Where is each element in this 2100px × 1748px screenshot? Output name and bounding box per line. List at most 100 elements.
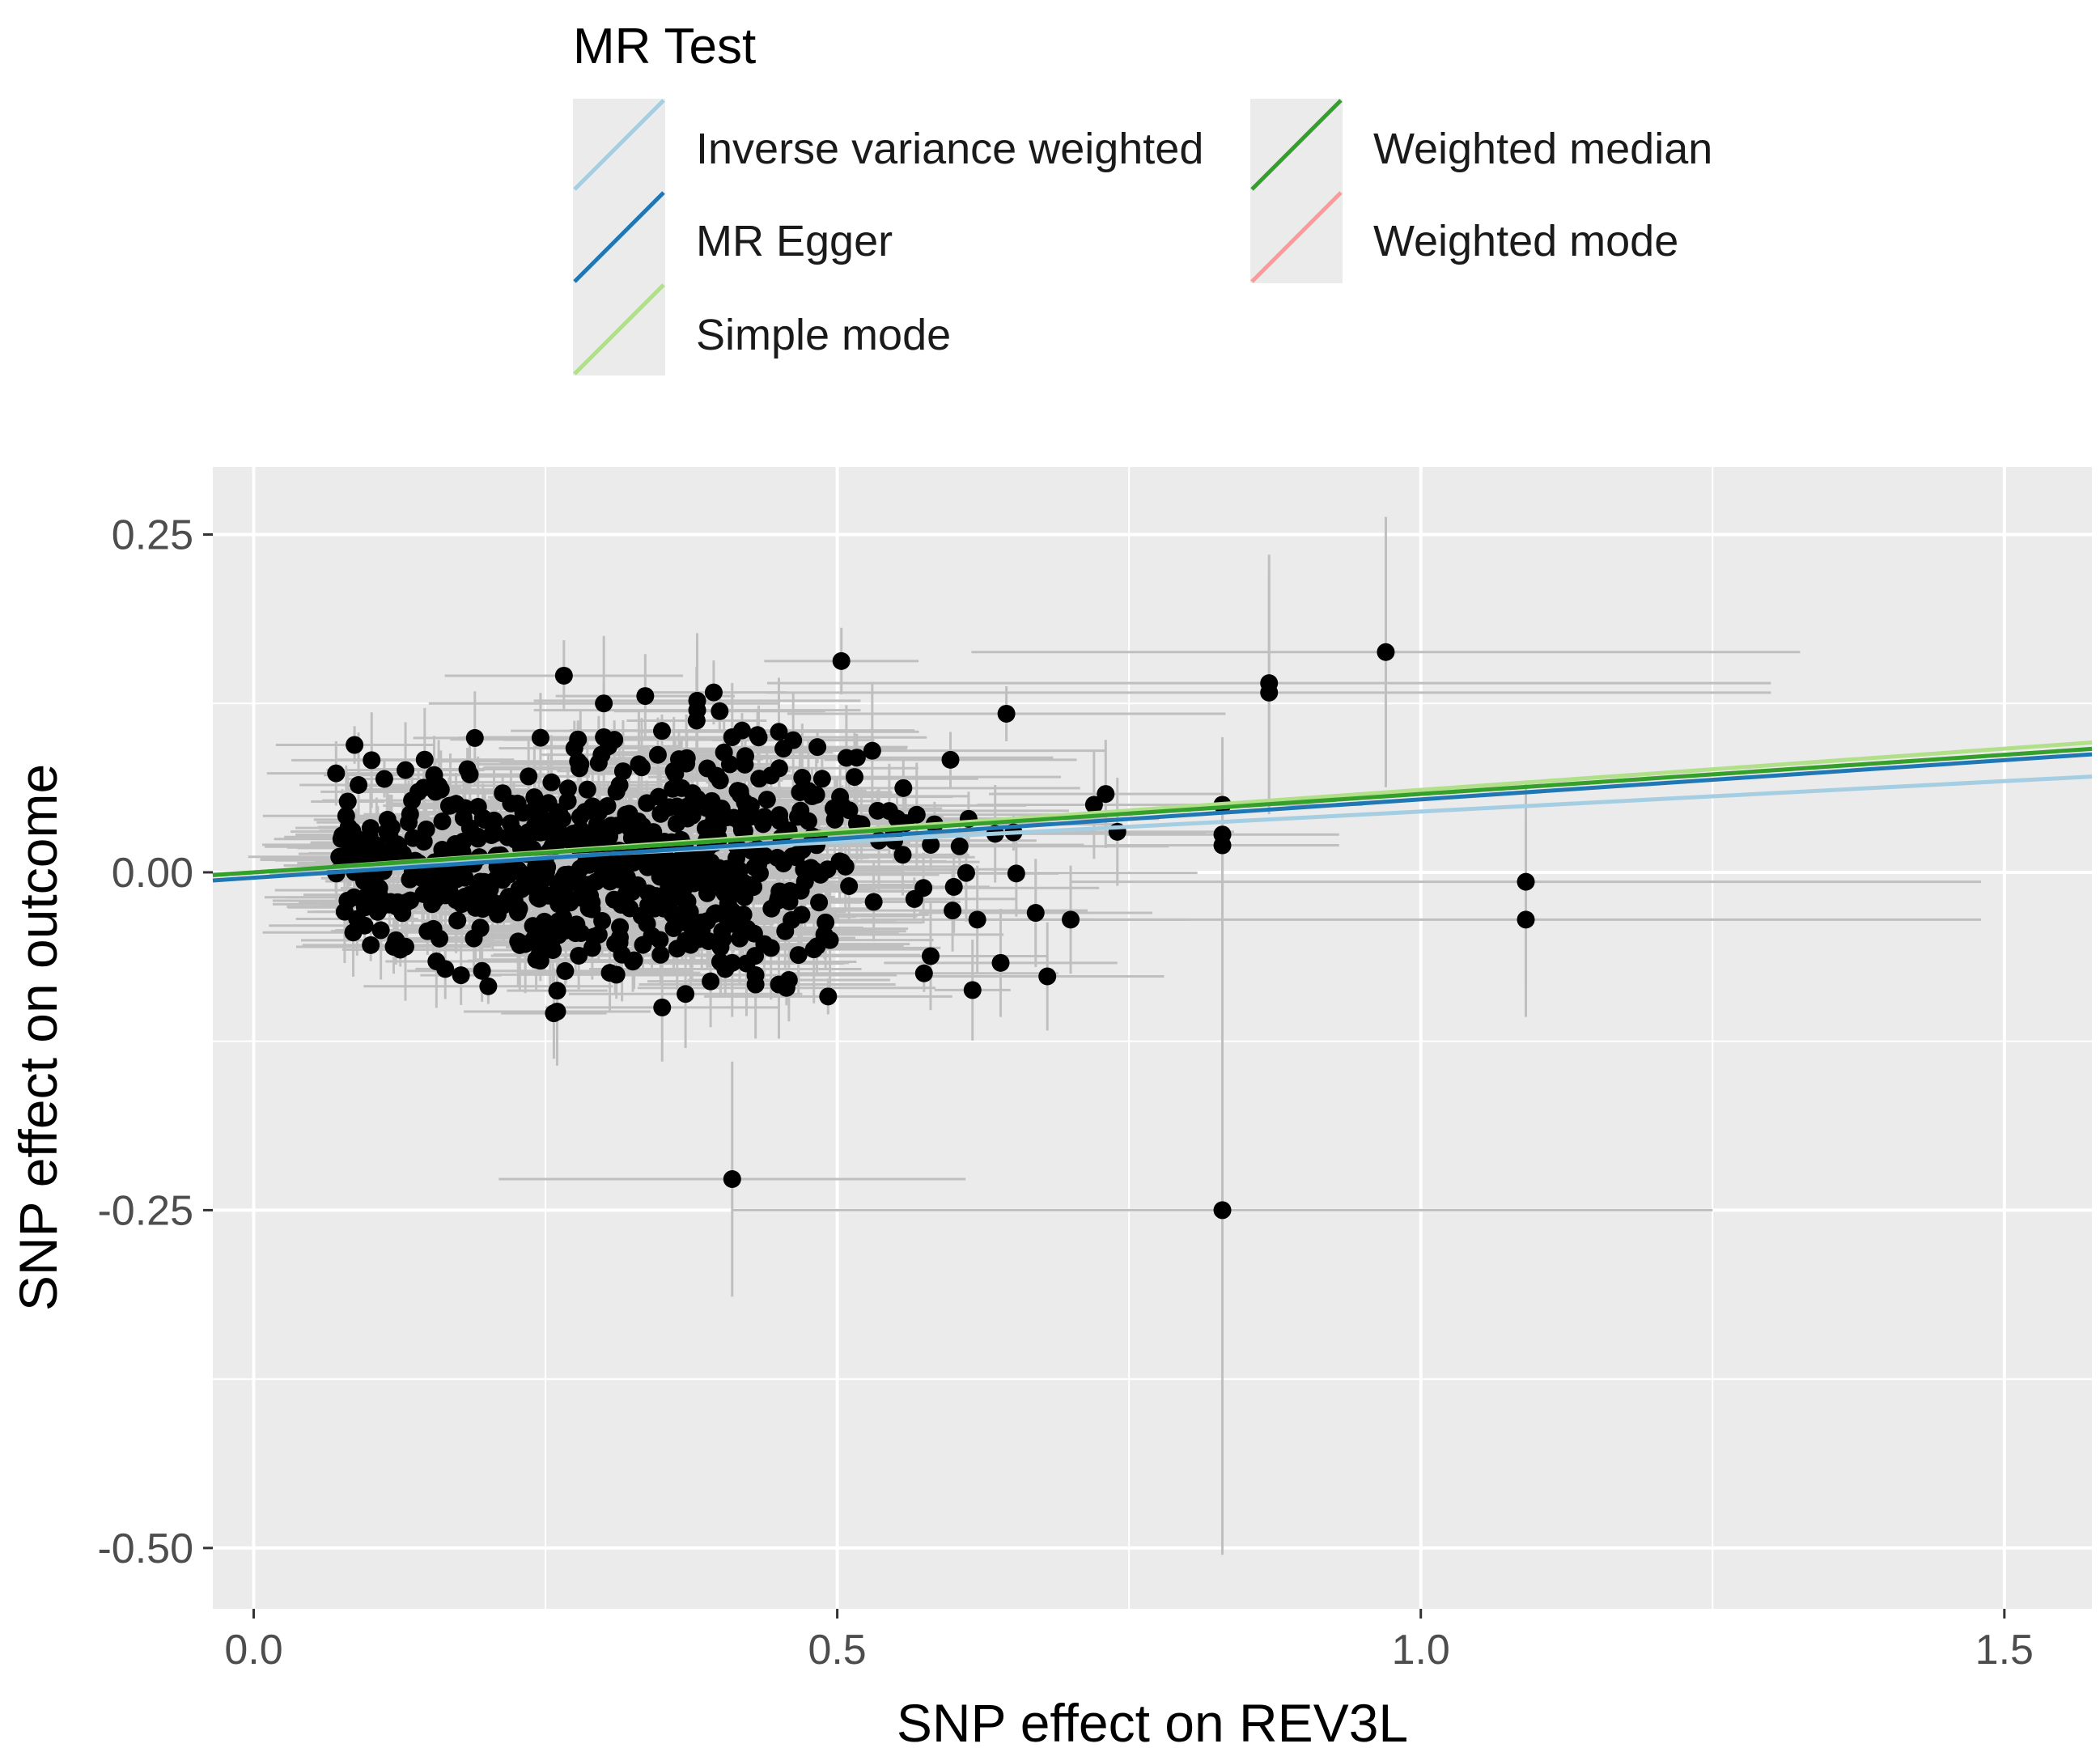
snp-point [639, 896, 658, 914]
snp-point [564, 824, 583, 842]
snp-point [520, 876, 539, 895]
legend-entry-weighted-mode: Weighted mode [1250, 191, 1678, 283]
snp-point [770, 723, 788, 741]
snp-point [1084, 796, 1103, 814]
legend-label-simple-mode: Simple mode [696, 311, 951, 359]
legend-key-weighted-median [1250, 99, 1343, 191]
snp-point [780, 893, 799, 911]
snp-point [1007, 864, 1025, 883]
snp-point [397, 761, 415, 779]
snp-point [720, 755, 739, 774]
snp-point [556, 961, 575, 980]
snp-point [417, 820, 435, 838]
snp-point [1213, 836, 1232, 855]
snp-point [733, 919, 752, 937]
snp-point [486, 824, 504, 842]
snp-point [683, 784, 702, 803]
snp-point [698, 884, 716, 902]
snp-point [415, 750, 434, 769]
snp-point [634, 936, 652, 954]
snp-point [347, 848, 366, 867]
snp-point [991, 953, 1010, 972]
snp-point [452, 966, 470, 985]
snp-point [652, 722, 671, 740]
snp-point [804, 940, 823, 959]
snp-point [746, 975, 765, 994]
snp-point [610, 933, 629, 952]
snp-point [907, 805, 926, 824]
snp-point [436, 960, 455, 978]
snp-point [715, 884, 734, 902]
snp-point [571, 808, 589, 826]
snp-point [469, 876, 488, 895]
legend-title: MR Test [573, 19, 756, 74]
snp-point [688, 701, 706, 719]
snp-point [731, 783, 749, 801]
snp-point [718, 859, 736, 878]
snp-point [570, 946, 588, 965]
snp-point [819, 987, 838, 1006]
snp-point [808, 738, 827, 757]
snp-point [565, 739, 583, 757]
snp-point [449, 840, 468, 859]
snp-point [1377, 643, 1395, 661]
snp-point [711, 702, 729, 720]
snp-point [350, 775, 368, 794]
snp-point [1260, 683, 1279, 702]
snp-point [944, 877, 963, 896]
snp-point [622, 883, 640, 902]
snp-point [473, 808, 492, 827]
snp-point [533, 823, 552, 842]
snp-point [514, 804, 532, 822]
snp-point [358, 836, 377, 855]
snp-point [465, 929, 483, 948]
legend-key-mr-egger [573, 191, 665, 283]
snp-point [1062, 910, 1080, 929]
snp-point [762, 939, 780, 957]
snp-point [810, 893, 829, 912]
snp-point [525, 929, 544, 948]
x-tick-label: 0.0 [224, 1627, 282, 1674]
snp-point [1038, 967, 1057, 986]
snp-point [571, 755, 590, 774]
snp-point [479, 977, 498, 995]
legend-key-inverse-variance-weighted [573, 99, 665, 191]
snp-point [362, 936, 380, 954]
snp-point [789, 946, 808, 965]
snp-point [469, 827, 487, 846]
legend: MR Test Inverse variance weighted MR Egg… [573, 19, 1712, 375]
snp-point [591, 824, 609, 842]
snp-point [600, 964, 619, 982]
snp-point [1026, 904, 1045, 923]
snp-point [638, 794, 656, 812]
y-tick-label: -0.25 [97, 1187, 193, 1234]
snp-point [593, 911, 612, 930]
snp-point [583, 893, 601, 912]
legend-entry-inverse-variance-weighted: Inverse variance weighted [573, 99, 1203, 191]
snp-point [997, 704, 1016, 723]
snp-point [944, 902, 962, 920]
snp-point [770, 806, 789, 825]
snp-point [338, 792, 357, 811]
snp-point [557, 921, 575, 940]
snp-point [630, 755, 648, 774]
snp-point [653, 998, 672, 1016]
snp-point [749, 855, 768, 873]
snp-point [749, 728, 768, 747]
snp-point [664, 762, 683, 780]
snp-point [327, 764, 346, 783]
snp-point [456, 799, 474, 817]
snp-point [362, 868, 380, 887]
snp-point [396, 937, 414, 956]
x-tick-label: 1.0 [1392, 1627, 1450, 1674]
legend-entry-mr-egger: MR Egger [573, 191, 893, 283]
snp-point [633, 817, 651, 835]
snp-point [736, 747, 754, 766]
snp-point [922, 835, 940, 854]
snp-point [378, 822, 397, 841]
snp-point [361, 819, 380, 838]
snp-point [436, 876, 455, 894]
snp-point [668, 885, 687, 903]
snp-point [740, 803, 758, 821]
snp-point [824, 799, 842, 817]
